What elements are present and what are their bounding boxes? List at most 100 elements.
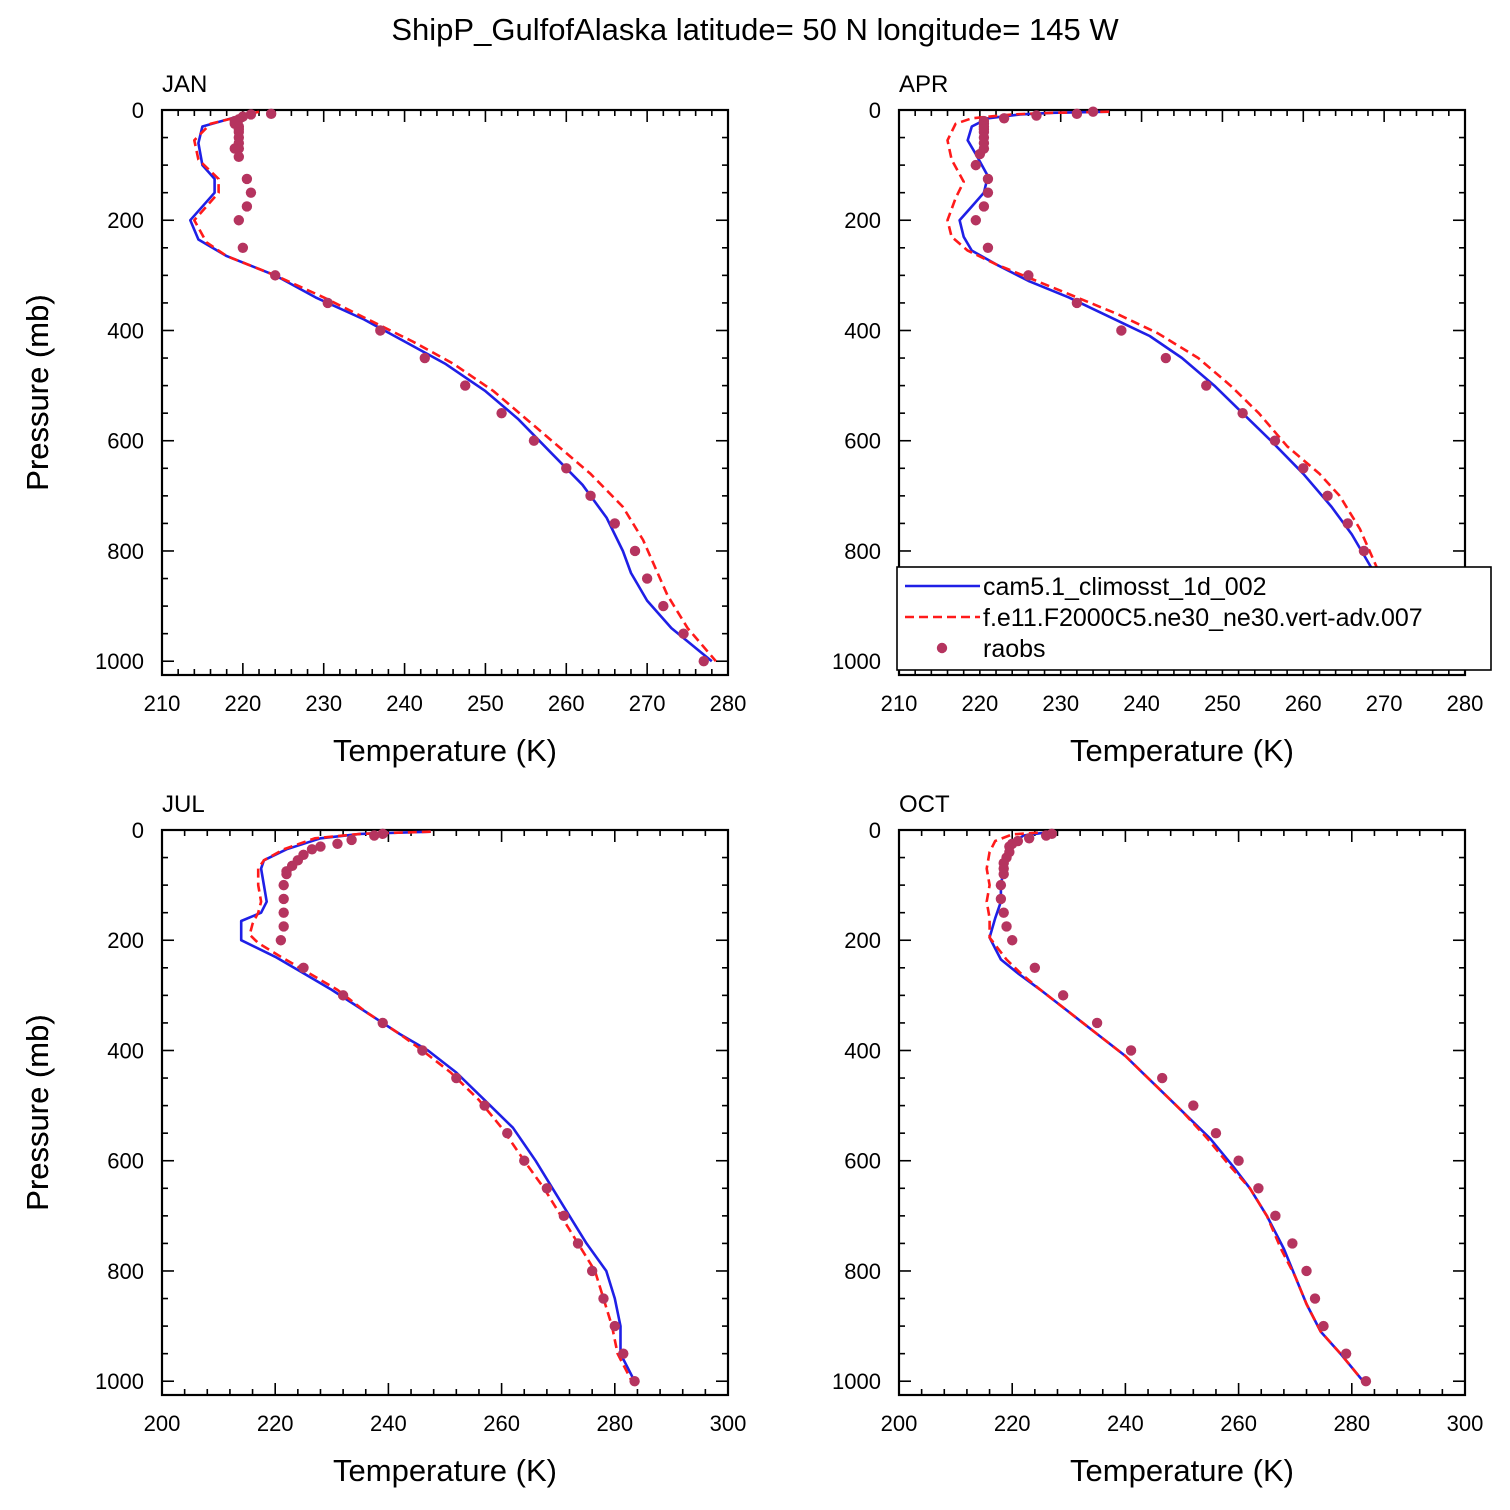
y-tick-label: 600 bbox=[107, 1149, 144, 1174]
raobs-point bbox=[241, 173, 253, 185]
panel-label: JUL bbox=[162, 791, 205, 818]
x-tick-label: 300 bbox=[710, 1411, 747, 1436]
raobs-point bbox=[528, 435, 540, 446]
y-axis-label: Pressure (mb) bbox=[20, 1014, 55, 1210]
x-tick-label: 280 bbox=[596, 1411, 633, 1436]
raobs-point bbox=[419, 352, 430, 364]
raobs-point bbox=[609, 518, 620, 529]
x-tick-label: 220 bbox=[224, 691, 261, 716]
raobs-point bbox=[229, 143, 240, 154]
raobs-point bbox=[281, 868, 292, 880]
y-tick-label: 400 bbox=[107, 318, 144, 343]
raobs-point bbox=[970, 215, 982, 226]
raobs-point bbox=[995, 893, 1007, 905]
x-tick-label: 240 bbox=[370, 1411, 407, 1436]
raobs-point bbox=[1298, 463, 1309, 474]
y-tick-label: 0 bbox=[132, 98, 144, 123]
raobs-point bbox=[1087, 106, 1099, 117]
raobs-point bbox=[322, 297, 333, 309]
x-tick-label: 260 bbox=[1285, 691, 1322, 716]
series-group bbox=[946, 106, 1450, 667]
raobs-point bbox=[1160, 352, 1172, 364]
raobs-point bbox=[982, 242, 994, 254]
plot-frame bbox=[160, 108, 730, 677]
vert-adv-line bbox=[946, 110, 1446, 663]
raobs-point bbox=[1253, 1183, 1264, 1194]
y-tick-label: 200 bbox=[107, 928, 144, 953]
raobs-point bbox=[369, 830, 380, 841]
raobs-point bbox=[1188, 1100, 1199, 1111]
vert-adv-line bbox=[248, 830, 633, 1382]
raobs-point bbox=[1071, 108, 1083, 120]
raobs-point bbox=[306, 844, 318, 855]
raobs-point bbox=[1116, 325, 1127, 336]
x-tick-label: 280 bbox=[1447, 691, 1484, 716]
raobs-point bbox=[237, 242, 249, 254]
raobs-point bbox=[233, 215, 245, 226]
raobs-point bbox=[377, 828, 388, 840]
x-tick-label: 270 bbox=[629, 691, 666, 716]
y-tick-label: 0 bbox=[869, 98, 881, 123]
raobs-point bbox=[609, 1320, 620, 1332]
raobs-point bbox=[995, 879, 1007, 891]
x-tick-label: 220 bbox=[257, 1411, 294, 1436]
y-tick-label: 1000 bbox=[95, 1369, 144, 1394]
raobs-point bbox=[1125, 1045, 1137, 1056]
raobs-point bbox=[479, 1100, 490, 1111]
raobs-point bbox=[1007, 935, 1018, 946]
raobs-point bbox=[585, 490, 596, 502]
legend: cam5.1_climosst_1d_002 f.e11.F2000C5.ne30… bbox=[896, 566, 1492, 671]
raobs-point bbox=[1318, 1320, 1329, 1332]
raobs-point bbox=[598, 1293, 609, 1304]
x-tick-label: 230 bbox=[1042, 691, 1079, 716]
raobs-point bbox=[1001, 921, 1012, 932]
raobs-point bbox=[998, 907, 1009, 918]
x-tick-label: 280 bbox=[1333, 1411, 1370, 1436]
x-tick-label: 250 bbox=[1204, 691, 1241, 716]
cam5-line bbox=[239, 830, 636, 1382]
plot-frame bbox=[897, 108, 1467, 677]
x-tick-label: 230 bbox=[305, 691, 342, 716]
y-tick-label: 800 bbox=[844, 1259, 881, 1284]
y-tick-label: 0 bbox=[132, 818, 144, 843]
raobs-point bbox=[278, 907, 289, 918]
x-axis-label: Temperature (K) bbox=[1070, 733, 1294, 768]
raobs-point bbox=[974, 148, 986, 160]
x-axis-label: Temperature (K) bbox=[333, 1453, 557, 1488]
legend-box bbox=[896, 566, 1492, 671]
y-tick-label: 400 bbox=[844, 1038, 881, 1063]
raobs-point bbox=[1091, 1017, 1103, 1029]
x-axis-label: Temperature (K) bbox=[333, 733, 557, 768]
series-group bbox=[985, 828, 1372, 1387]
raobs-point bbox=[561, 463, 572, 474]
raobs-point bbox=[1201, 380, 1212, 391]
raobs-point bbox=[1029, 962, 1041, 974]
x-tick-label: 280 bbox=[710, 691, 747, 716]
x-tick-label: 240 bbox=[386, 691, 423, 716]
raobs-point bbox=[278, 879, 289, 891]
raobs-point bbox=[298, 962, 309, 974]
panel-label: JAN bbox=[162, 71, 207, 98]
raobs-point bbox=[460, 380, 471, 391]
raobs-point bbox=[1031, 110, 1042, 121]
y-tick-label: 1000 bbox=[95, 649, 144, 674]
raobs-point bbox=[278, 921, 289, 932]
raobs-point bbox=[245, 187, 257, 198]
raobs-point bbox=[375, 325, 386, 336]
raobs-point bbox=[1340, 1348, 1352, 1359]
raobs-point bbox=[1237, 407, 1248, 419]
y-tick-label: 800 bbox=[107, 539, 144, 564]
raobs-point bbox=[1360, 1376, 1372, 1387]
raobs-point bbox=[346, 834, 357, 846]
raobs-point bbox=[641, 573, 653, 584]
raobs-point bbox=[451, 1072, 462, 1084]
series-group bbox=[189, 108, 717, 667]
vert-adv-line bbox=[985, 830, 1365, 1383]
y-tick-label: 400 bbox=[844, 318, 881, 343]
raobs-point bbox=[629, 1376, 640, 1387]
raobs-point bbox=[1287, 1238, 1298, 1249]
raobs-point bbox=[332, 838, 343, 849]
y-tick-label: 1000 bbox=[832, 1369, 881, 1394]
y-tick-label: 800 bbox=[844, 539, 881, 564]
raobs-point bbox=[377, 1017, 388, 1029]
